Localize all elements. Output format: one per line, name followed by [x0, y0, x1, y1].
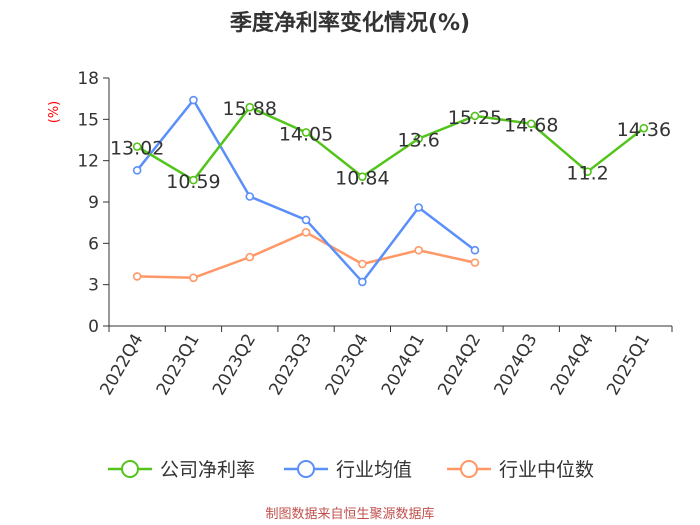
data-point: [583, 167, 592, 176]
x-tick-label: 2023Q2: [209, 331, 260, 399]
y-tick-label: 18: [77, 69, 99, 89]
data-point: [132, 272, 142, 281]
y-tick-label: 6: [88, 234, 99, 254]
x-tick-label: 2023Q1: [153, 331, 204, 399]
x-tick-label: 2023Q4: [322, 331, 373, 399]
x-tick-label: 2024Q1: [378, 331, 429, 399]
legend: 公司净利率 行业均值 行业中位数: [108, 459, 594, 481]
data-label: 13.02: [110, 138, 164, 160]
data-point: [301, 215, 311, 225]
legend-marker: [297, 460, 315, 478]
legend-marker: [121, 460, 139, 478]
data-point: [358, 259, 367, 269]
data-point: [414, 245, 423, 255]
chart-title: 季度净利率变化情况(%): [230, 10, 470, 36]
data-label: 15.88: [223, 98, 277, 120]
data-label: 14.68: [504, 115, 558, 137]
data-label: 11.2: [566, 163, 608, 185]
data-point: [301, 128, 311, 137]
y-tick-label: 9: [88, 193, 99, 213]
data-point: [245, 192, 255, 201]
legend-item-1: 公司净利率: [108, 459, 255, 481]
data-point: [358, 277, 367, 287]
series-line: [136, 105, 645, 182]
x-tick-label: 2025Q1: [603, 331, 654, 399]
data-point: [132, 166, 142, 175]
data-label: 14.05: [279, 123, 333, 145]
x-tick-label: 2024Q3: [491, 331, 542, 399]
y-tick-label: 0: [88, 317, 99, 337]
legend-item-2: 行业均值: [284, 459, 412, 481]
axes: 0 3 6 9 12 15 18 2022Q4 2023Q1 2023Q2 2023Q3 2023Q4…: [77, 69, 673, 399]
data-point: [301, 228, 311, 237]
data-point: [189, 95, 198, 105]
data-point: [414, 203, 423, 212]
data-point: [470, 245, 480, 255]
legend-item-3: 行业中位数: [447, 459, 594, 481]
data-point: [132, 142, 142, 151]
y-tick-label: 15: [77, 110, 99, 130]
data-label: 14.36: [617, 119, 671, 141]
data-point: [189, 273, 198, 283]
y-axis-unit: (%): [47, 101, 62, 124]
legend-label: 行业均值: [336, 459, 412, 481]
x-tick-label: 2023Q3: [265, 331, 316, 399]
data-point: [358, 172, 367, 181]
x-tick-label: 2022Q4: [96, 331, 147, 399]
series-line: [137, 231, 476, 280]
data-point: [245, 102, 255, 112]
y-tick-label: 3: [88, 276, 99, 296]
data-point: [639, 123, 649, 133]
data-point: [189, 175, 198, 185]
data-label: 10.59: [166, 171, 220, 193]
y-tick-label: 12: [77, 152, 99, 172]
data-point: [414, 134, 423, 143]
legend-marker: [460, 460, 478, 478]
legend-label: 公司净利率: [160, 459, 255, 481]
legend-label: 行业中位数: [499, 459, 594, 481]
data-label: 10.84: [335, 168, 389, 190]
data-point: [470, 258, 480, 267]
series-3: [132, 228, 480, 283]
data-point: [245, 252, 255, 262]
source-note: 制图数据来自恒生聚源数据库: [265, 506, 434, 522]
data-label: 13.6: [397, 130, 439, 152]
series-group: [132, 95, 649, 287]
data-point: [526, 119, 536, 129]
series-2: [132, 95, 480, 287]
data-point: [470, 111, 480, 121]
data-label: 15.25: [448, 107, 502, 129]
x-tick-label: 2024Q4: [547, 331, 598, 399]
series-1: [132, 102, 649, 185]
x-tick-label: 2024Q2: [434, 331, 485, 399]
